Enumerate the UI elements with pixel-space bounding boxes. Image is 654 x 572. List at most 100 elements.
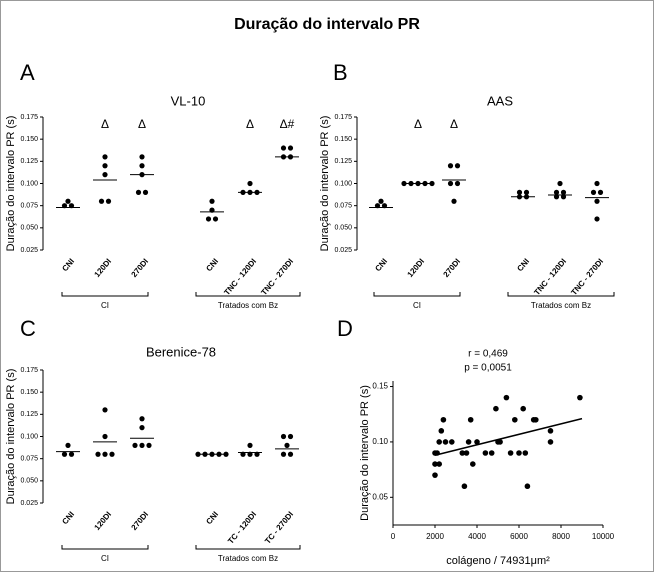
stat-annotation: r = 0,469 (468, 349, 508, 360)
y-tick-label: 0.05 (372, 492, 388, 501)
stat-annotation: p = 0,0051 (464, 363, 512, 374)
data-point (467, 416, 474, 423)
panel-label: C (20, 316, 36, 341)
data-point (523, 189, 530, 195)
data-point (98, 198, 105, 204)
data-point (454, 163, 461, 169)
data-point (102, 163, 108, 169)
y-tick-label: 0.025 (20, 500, 38, 507)
data-point (287, 145, 294, 151)
x-tick-label: 6000 (510, 532, 528, 541)
data-point (547, 428, 554, 434)
y-tick-label: 0.075 (334, 203, 352, 210)
panel-title: VL-10 (171, 93, 206, 108)
data-point (139, 163, 145, 169)
y-tick-label: 0.15 (372, 382, 388, 391)
y-tick-label: 0.100 (334, 180, 352, 187)
data-point (447, 163, 454, 169)
data-point (516, 450, 522, 456)
group-label: CI (101, 554, 109, 563)
data-point (461, 483, 468, 490)
group-bracket (507, 292, 615, 297)
panel-title: AAS (487, 93, 513, 108)
data-point (459, 450, 466, 456)
data-point (65, 198, 71, 204)
data-point (223, 451, 229, 457)
y-tick-label: 0.075 (20, 456, 38, 463)
data-point (594, 216, 600, 222)
group-label: Tratados com Bz (218, 301, 278, 310)
data-point (507, 450, 514, 456)
significance-mark: Δ (246, 117, 254, 131)
x-tick-label: 8000 (552, 532, 570, 541)
group-bracket (195, 545, 301, 550)
y-tick-label: 0.175 (20, 367, 38, 374)
data-point (488, 450, 495, 456)
y-tick-label: 0.100 (20, 433, 38, 440)
data-point (547, 439, 554, 445)
data-point (139, 154, 145, 160)
data-point (594, 198, 600, 204)
x-tick-label: 4000 (468, 532, 486, 541)
data-point (212, 216, 219, 222)
data-point (287, 451, 294, 457)
data-point (139, 442, 145, 448)
data-point (454, 180, 461, 187)
data-point (102, 172, 108, 178)
data-point (440, 416, 447, 423)
data-point (474, 439, 480, 445)
figure-title: Duração do intervalo PR (234, 16, 420, 33)
significance-mark: Δ (450, 117, 458, 131)
data-point (497, 439, 503, 445)
group-label: CI (413, 301, 421, 310)
group-label: CI (101, 301, 109, 310)
data-point (463, 450, 470, 456)
y-tick-label: 0.050 (334, 225, 352, 232)
data-point (451, 198, 457, 204)
data-point (432, 461, 438, 467)
data-point (503, 394, 510, 401)
panel-label: D (337, 316, 353, 341)
y-tick-label: 0.050 (20, 478, 38, 485)
y-tick-label: 0.175 (334, 114, 352, 121)
data-point (139, 416, 145, 422)
data-point (594, 180, 600, 187)
data-point (429, 180, 435, 187)
data-point (533, 416, 539, 423)
data-point (142, 189, 149, 195)
data-point (280, 145, 287, 151)
data-point (482, 450, 489, 456)
y-tick-label: 0.10 (372, 437, 388, 446)
data-point (442, 439, 449, 445)
x-tick-label: 0 (391, 532, 396, 541)
group-bracket (61, 292, 149, 297)
data-point (470, 461, 476, 467)
x-tick-label: 10000 (592, 532, 615, 541)
data-point (438, 428, 445, 434)
y-tick-label: 0.150 (20, 389, 38, 396)
data-point (436, 439, 443, 445)
data-point (436, 461, 443, 467)
significance-mark: Δ# (280, 117, 295, 131)
significance-mark: Δ (414, 117, 422, 131)
data-point (512, 416, 518, 423)
data-point (557, 180, 563, 187)
data-point (68, 451, 75, 457)
data-point (205, 216, 212, 222)
data-point (95, 451, 101, 457)
group-label: Tratados com Bz (218, 554, 278, 563)
data-point (378, 198, 384, 204)
x-axis-label: colágeno / 74931μm² (446, 555, 550, 567)
data-point (280, 451, 287, 457)
data-point (102, 451, 108, 457)
data-point (102, 154, 108, 160)
y-tick-label: 0.125 (20, 411, 38, 418)
data-point (465, 439, 472, 445)
data-point (493, 405, 499, 412)
data-point (105, 198, 112, 204)
data-point (560, 189, 567, 195)
data-point (280, 433, 287, 440)
y-axis-label: Duração do intervalo PR (s) (359, 385, 371, 521)
